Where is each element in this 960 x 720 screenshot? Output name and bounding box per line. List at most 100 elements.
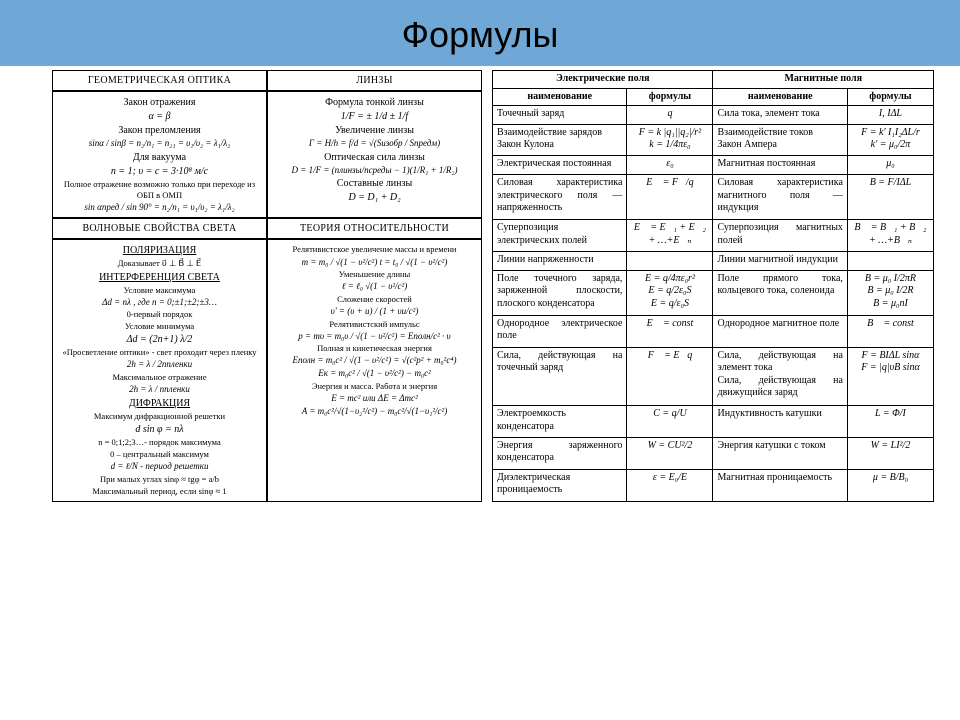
page-title: Формулы (0, 0, 960, 66)
formula: D = D₁ + D₂ (272, 191, 477, 204)
cell-elec-formula: F⃗ = E⃗q (627, 347, 713, 405)
cell-mag-name: Индуктивность катушки (713, 406, 847, 438)
cell-elec-name: Поле точечного заряда, заряженной плоско… (493, 270, 627, 315)
cell-elec-formula (627, 252, 713, 271)
cell-mag-formula: F = k' I₁I₂ΔL/rk' = μ₀/2π (847, 124, 933, 156)
cell-elec-formula: E⃗ = E⃗₁ + E⃗₂ + …+E⃗ₙ (627, 220, 713, 252)
subhdr-name: наименование (493, 88, 627, 106)
subheader-diffraction: ДИФРАКЦИЯ (57, 397, 262, 410)
cell-mag-formula: W = LI²/2 (847, 437, 933, 469)
hdr-wave-light: ВОЛНОВЫЕ СВОЙСТВА СВЕТА (52, 218, 267, 239)
label: Оптическая сила линзы (272, 151, 477, 164)
label: n = 0;1;2;3…- порядок максимума (57, 437, 262, 448)
cell-elec-formula: E⃗ = F⃗/q (627, 175, 713, 220)
label: Полное отражение возможно только при пер… (57, 179, 262, 201)
table-row: Электроемкость конденсатораC = q/UИндукт… (493, 406, 934, 438)
label: Формула тонкой линзы (272, 96, 477, 109)
cell-elec-name: Электрическая постоянная (493, 156, 627, 175)
formula: Г = H/h = f/d = √(Sизобр / Sпредм) (272, 138, 477, 150)
label: Полная и кинетическая энергия (272, 343, 477, 354)
formula: p = mυ = m₀υ / √(1 − υ²/c²) = Eполн/c² ·… (272, 331, 477, 343)
formula: 2h = λ / nпленки (57, 384, 262, 396)
formula: α = β (57, 110, 262, 123)
cell-geom-optics: Закон отражения α = β Закон преломления … (52, 91, 267, 218)
cell-elec-formula: E⃗ = const (627, 315, 713, 347)
formula: E = mc² или ΔE = Δmc² (272, 393, 477, 405)
cell-elec-formula: C = q/U (627, 406, 713, 438)
table-row: Линии напряженностиЛинии магнитной индук… (493, 252, 934, 271)
label: Максимальное отражение (57, 372, 262, 383)
label: Энергия и масса. Работа и энергия (272, 381, 477, 392)
label: Условие минимума (57, 321, 262, 332)
label: Релятивистский импульс (272, 319, 477, 330)
cell-elec-formula: q (627, 106, 713, 125)
cell-elec-formula: F = k |q₁||q₂|/r²k = 1/4πε₀ (627, 124, 713, 156)
cell-relativity: Релятивистское увеличение массы и времен… (267, 239, 482, 501)
formula: Eполн = m₀c² / √(1 − υ²/c²) = √(c²p² + m… (272, 355, 477, 367)
subheader-polarization: ПОЛЯРИЗАЦИЯ (57, 244, 262, 257)
table-row: Диэлектрическая проницаемостьε = E₀/EМаг… (493, 469, 934, 501)
cell-mag-formula: μ₀ (847, 156, 933, 175)
right-table: Электрические поля Магнитные поля наимен… (492, 70, 934, 502)
table-row: Поле точечного заряда, заряженной плоско… (493, 270, 934, 315)
table-row: Точечный зарядqСила тока, элемент токаI,… (493, 106, 934, 125)
formula: m = m₀ / √(1 − υ²/c²) t = t₀ / √(1 − υ²/… (272, 257, 477, 269)
cell-mag-name: Магнитная проницаемость (713, 469, 847, 501)
hdr-lenses: ЛИНЗЫ (267, 70, 482, 91)
label: 0 – центральный максимум (57, 449, 262, 460)
label: Максимум дифракционной решетки (57, 411, 262, 422)
label: Составные линзы (272, 177, 477, 190)
table-row: Силовая характеристика электрического по… (493, 175, 934, 220)
content-area: ГЕОМЕТРИЧЕСКАЯ ОПТИКА ЛИНЗЫ Закон отраже… (0, 66, 960, 502)
formula: 2h = λ / 2nпленки (57, 359, 262, 371)
hdr-electric: Электрические поля (493, 71, 713, 89)
formula: sin αпред / sin 90° = n₂/n₁ = υ₁/υ₂ = λ₁… (57, 202, 262, 214)
label: Доказывает υ⃗ ⊥ B⃗ ⊥ E⃗ (57, 258, 262, 269)
cell-mag-formula: I, IΔL (847, 106, 933, 125)
subhdr-name: наименование (713, 88, 847, 106)
label: Условие максимума (57, 285, 262, 296)
label: Максимальный период, если sinφ ≈ 1 (57, 486, 262, 497)
formula: Δd = (2n+1) λ/2 (57, 333, 262, 346)
formula: 1/F = ± 1/d ± 1/f (272, 110, 477, 123)
label: «Просветление оптики» - свет проходит че… (57, 347, 262, 358)
cell-mag-formula (847, 252, 933, 271)
cell-elec-name: Силовая характеристика электрического по… (493, 175, 627, 220)
formula: Δd = nλ , где n = 0;±1;±2;±3… (57, 297, 262, 309)
hdr-magnetic: Магнитные поля (713, 71, 934, 89)
table-row: Суперпозиция электрических полейE⃗ = E⃗₁… (493, 220, 934, 252)
label: Уменьшение длины (272, 269, 477, 280)
formula: sinα / sinβ = n₂/n₁ = n₂₁ = υ₁/υ₂ = λ₁/λ… (57, 138, 262, 150)
cell-elec-formula: W = CU²/2 (627, 437, 713, 469)
cell-elec-name: Точечный заряд (493, 106, 627, 125)
subhdr-formula: формулы (847, 88, 933, 106)
table-row: Энергия заряженного конденсатораW = CU²/… (493, 437, 934, 469)
cell-mag-name: Поле прямого тока, кольцевого тока, соле… (713, 270, 847, 315)
cell-elec-name: Взаимодействие зарядовЗакон Кулона (493, 124, 627, 156)
cell-elec-formula: E = q/4πε₀r²E = q/2ε₀SE = q/ε₀S (627, 270, 713, 315)
cell-elec-name: Электроемкость конденсатора (493, 406, 627, 438)
subhdr-formula: формулы (627, 88, 713, 106)
cell-wave-light: ПОЛЯРИЗАЦИЯ Доказывает υ⃗ ⊥ B⃗ ⊥ E⃗ ИНТЕ… (52, 239, 267, 501)
cell-mag-formula: B⃗ = B⃗₁ + B⃗₂ + …+B⃗ₙ (847, 220, 933, 252)
label: Закон преломления (57, 124, 262, 137)
label: Увеличение линзы (272, 124, 477, 137)
cell-mag-formula: B⃗ = const (847, 315, 933, 347)
cell-elec-formula: ε = E₀/E (627, 469, 713, 501)
cell-mag-name: Линии магнитной индукции (713, 252, 847, 271)
cell-elec-name: Энергия заряженного конденсатора (493, 437, 627, 469)
formula: D = 1/F = (nлинзы/nсреды − 1)(1/R₁ + 1/R… (272, 165, 477, 177)
cell-mag-formula: B = F/IΔL (847, 175, 933, 220)
cell-mag-name: Сила тока, элемент тока (713, 106, 847, 125)
cell-elec-formula: ε₀ (627, 156, 713, 175)
cell-mag-name: Магнитная постоянная (713, 156, 847, 175)
cell-elec-name: Сила, действующая на точечный заряд (493, 347, 627, 405)
label: Релятивистское увеличение массы и времен… (272, 244, 477, 255)
subheader-interference: ИНТЕРФЕРЕНЦИЯ СВЕТА (57, 271, 262, 284)
cell-elec-name: Суперпозиция электрических полей (493, 220, 627, 252)
table-row: Взаимодействие зарядовЗакон КулонаF = k … (493, 124, 934, 156)
cell-mag-formula: μ = B/B₀ (847, 469, 933, 501)
cell-mag-formula: L = Φ/I (847, 406, 933, 438)
hdr-geom-optics: ГЕОМЕТРИЧЕСКАЯ ОПТИКА (52, 70, 267, 91)
hdr-relativity: ТЕОРИЯ ОТНОСИТЕЛЬНОСТИ (267, 218, 482, 239)
